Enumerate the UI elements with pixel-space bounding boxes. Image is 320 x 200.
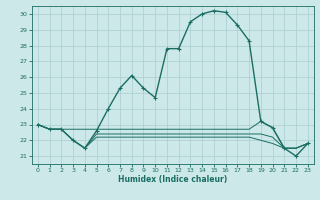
X-axis label: Humidex (Indice chaleur): Humidex (Indice chaleur) (118, 175, 228, 184)
